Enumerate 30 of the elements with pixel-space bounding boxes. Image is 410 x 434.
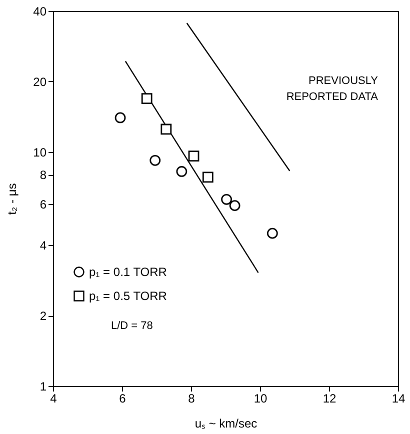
x-tick-label: 8 <box>188 392 196 406</box>
x-axis-title: uₛ ~ km/sec <box>194 416 258 430</box>
x-tick-label: 14 <box>392 392 406 406</box>
y-tick-label: 40 <box>33 4 47 18</box>
point <box>221 194 232 205</box>
point <box>188 150 200 162</box>
legend-label: p₁ = 0.5 TORR <box>89 289 168 303</box>
y-tick-label: 1 <box>40 380 47 394</box>
y-tick-label: 20 <box>33 74 47 89</box>
point <box>229 200 240 211</box>
point <box>160 124 172 135</box>
x-tick-label: 12 <box>322 392 336 406</box>
y-tick-label: 6 <box>40 197 47 212</box>
legend-label: p₁ = 0.1 TORR <box>89 265 168 279</box>
y-tick-label: 8 <box>40 168 47 182</box>
x-tick-label: 6 <box>119 392 126 406</box>
y-tick-label: 4 <box>40 238 47 253</box>
y-axis-title: t₂ - μs <box>5 183 20 215</box>
x-tick-label: 4 <box>50 392 58 406</box>
x-tick-label: 10 <box>254 392 268 406</box>
y-tick-label: 2 <box>40 309 47 324</box>
y-tick-label: 10 <box>33 145 47 160</box>
point <box>176 166 188 177</box>
point <box>150 154 161 166</box>
point <box>202 172 214 183</box>
point <box>141 93 152 104</box>
point <box>266 228 278 239</box>
annotation: L/D = 78 <box>111 320 153 332</box>
annotation: PREVIOUSLY REPORTED DATA <box>286 75 379 103</box>
point <box>114 112 126 124</box>
